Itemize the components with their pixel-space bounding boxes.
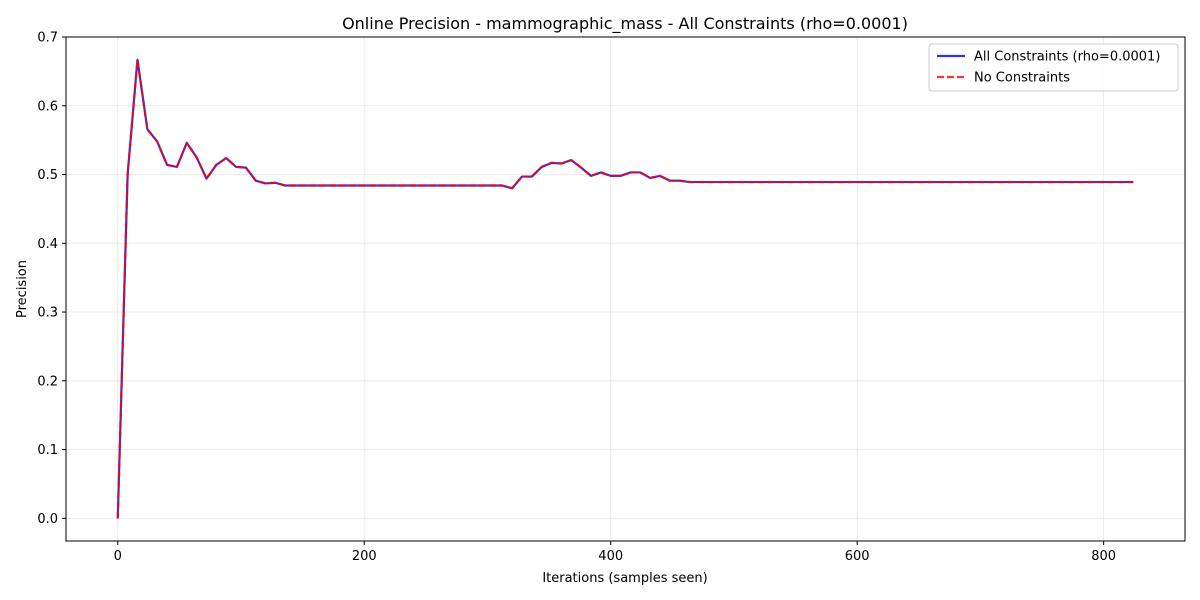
- x-axis-label: Iterations (samples seen): [542, 571, 707, 586]
- x-axis: 0 200 400 600 800: [114, 541, 1116, 564]
- legend-box: [928, 43, 1179, 92]
- legend-label-1: No Constraints: [974, 71, 1070, 86]
- y-tick-label: 0.2: [37, 374, 58, 389]
- y-tick-label: 0.3: [37, 306, 58, 321]
- y-axis: 0.0 0.1 0.2 0.3 0.4 0.5 0.6 0.7: [37, 31, 66, 527]
- legend-label-0: All Constraints (rho=0.0001): [974, 50, 1160, 65]
- y-tick-label: 0.5: [37, 168, 58, 183]
- y-tick-label: 0.0: [37, 512, 58, 527]
- y-axis-label: Precision: [15, 260, 30, 318]
- y-tick-label: 0.1: [37, 443, 58, 458]
- y-tick-label: 0.6: [37, 99, 58, 114]
- x-tick-label: 800: [1091, 549, 1116, 564]
- series-line-1: [116, 58, 1134, 519]
- x-tick-label: 400: [598, 549, 623, 564]
- x-tick-label: 600: [845, 549, 870, 564]
- legend: All Constraints (rho=0.0001) No Constrain…: [928, 43, 1179, 92]
- y-tick-label: 0.4: [37, 237, 58, 252]
- plot-area-frame: [65, 36, 1186, 542]
- y-tick-label: 0.7: [37, 31, 58, 46]
- x-tick-label: 200: [352, 549, 377, 564]
- chart-title: Online Precision - mammographic_mass - A…: [342, 14, 908, 34]
- x-tick-label: 0: [114, 549, 122, 564]
- series-layer: [116, 58, 1134, 519]
